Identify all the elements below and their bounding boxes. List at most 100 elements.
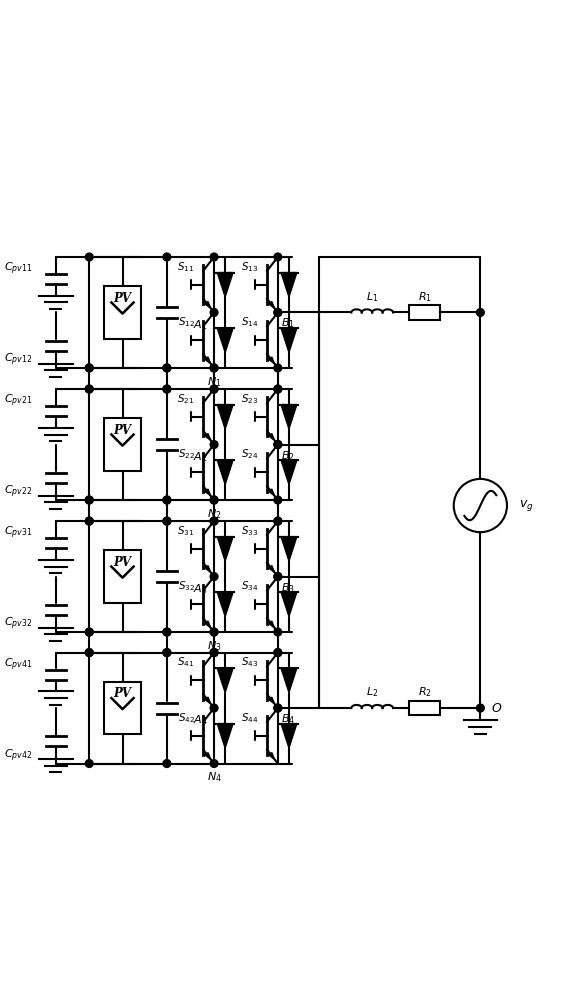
Polygon shape bbox=[217, 273, 233, 297]
Circle shape bbox=[163, 517, 171, 525]
Polygon shape bbox=[205, 621, 210, 628]
Polygon shape bbox=[269, 302, 275, 308]
Text: $C_{pv11}$: $C_{pv11}$ bbox=[4, 261, 33, 277]
Circle shape bbox=[210, 385, 218, 393]
Polygon shape bbox=[281, 460, 297, 484]
Circle shape bbox=[163, 496, 171, 504]
Circle shape bbox=[85, 385, 93, 393]
Circle shape bbox=[163, 385, 171, 393]
Text: $S_{21}$: $S_{21}$ bbox=[177, 392, 195, 406]
Circle shape bbox=[274, 385, 282, 393]
Text: PV: PV bbox=[114, 292, 132, 305]
Circle shape bbox=[274, 517, 282, 525]
Text: $S_{43}$: $S_{43}$ bbox=[241, 656, 258, 669]
Bar bbox=[104, 286, 141, 339]
Circle shape bbox=[274, 385, 282, 393]
Text: $B_2$: $B_2$ bbox=[280, 449, 294, 463]
Text: PV: PV bbox=[114, 556, 132, 569]
Circle shape bbox=[274, 704, 282, 712]
Circle shape bbox=[85, 385, 93, 393]
Polygon shape bbox=[205, 566, 210, 572]
Circle shape bbox=[274, 704, 282, 712]
Text: $L_1$: $L_1$ bbox=[366, 290, 378, 304]
Text: $C_{pv31}$: $C_{pv31}$ bbox=[4, 525, 33, 541]
Text: PV: PV bbox=[114, 687, 132, 700]
Polygon shape bbox=[269, 697, 275, 704]
Circle shape bbox=[85, 364, 93, 372]
Polygon shape bbox=[269, 434, 275, 440]
Text: $C_{pv32}$: $C_{pv32}$ bbox=[4, 616, 33, 632]
Circle shape bbox=[210, 517, 218, 525]
Circle shape bbox=[85, 760, 93, 767]
Circle shape bbox=[274, 309, 282, 316]
Circle shape bbox=[274, 649, 282, 656]
Polygon shape bbox=[217, 460, 233, 484]
Circle shape bbox=[85, 628, 93, 636]
Text: $S_{33}$: $S_{33}$ bbox=[241, 524, 258, 538]
Circle shape bbox=[85, 628, 93, 636]
Circle shape bbox=[85, 517, 93, 525]
Polygon shape bbox=[281, 537, 297, 561]
Text: $v_g$: $v_g$ bbox=[519, 498, 534, 513]
Polygon shape bbox=[217, 405, 233, 429]
Circle shape bbox=[163, 628, 171, 636]
Circle shape bbox=[85, 649, 93, 656]
Polygon shape bbox=[217, 724, 233, 748]
Bar bbox=[409, 305, 440, 320]
Circle shape bbox=[85, 517, 93, 525]
Polygon shape bbox=[205, 434, 210, 440]
Circle shape bbox=[210, 364, 218, 372]
Circle shape bbox=[274, 573, 282, 580]
Circle shape bbox=[274, 517, 282, 525]
Text: $S_{24}$: $S_{24}$ bbox=[241, 448, 258, 461]
Bar bbox=[104, 418, 141, 471]
Circle shape bbox=[163, 385, 171, 393]
Polygon shape bbox=[281, 405, 297, 429]
Circle shape bbox=[85, 364, 93, 372]
Polygon shape bbox=[281, 724, 297, 748]
Circle shape bbox=[210, 441, 218, 448]
Text: $C_{pv22}$: $C_{pv22}$ bbox=[4, 484, 33, 500]
Polygon shape bbox=[205, 697, 210, 704]
Circle shape bbox=[274, 649, 282, 656]
Circle shape bbox=[274, 364, 282, 372]
Text: $S_{42}$: $S_{42}$ bbox=[178, 711, 195, 725]
Polygon shape bbox=[205, 302, 210, 308]
Text: $S_{22}$: $S_{22}$ bbox=[178, 448, 195, 461]
Circle shape bbox=[163, 760, 171, 767]
Text: $A_1$: $A_1$ bbox=[193, 318, 208, 332]
Text: $A_2$: $A_2$ bbox=[193, 450, 208, 464]
Circle shape bbox=[85, 253, 93, 261]
Polygon shape bbox=[269, 566, 275, 572]
Polygon shape bbox=[269, 621, 275, 628]
Circle shape bbox=[163, 649, 171, 656]
Circle shape bbox=[274, 441, 282, 448]
Circle shape bbox=[210, 649, 218, 656]
Text: $L_2$: $L_2$ bbox=[366, 686, 378, 699]
Bar bbox=[104, 682, 141, 734]
Text: $S_{23}$: $S_{23}$ bbox=[241, 392, 258, 406]
Circle shape bbox=[210, 517, 218, 525]
Text: $R_1$: $R_1$ bbox=[418, 290, 432, 304]
Circle shape bbox=[274, 309, 282, 316]
Circle shape bbox=[274, 496, 282, 504]
Circle shape bbox=[163, 649, 171, 656]
Text: $N_1$: $N_1$ bbox=[207, 375, 222, 389]
Polygon shape bbox=[281, 592, 297, 617]
Polygon shape bbox=[217, 668, 233, 693]
Text: PV: PV bbox=[114, 424, 132, 437]
Polygon shape bbox=[205, 489, 210, 496]
Circle shape bbox=[210, 253, 218, 261]
Text: $S_{12}$: $S_{12}$ bbox=[178, 316, 195, 329]
Circle shape bbox=[85, 496, 93, 504]
Polygon shape bbox=[205, 753, 210, 759]
Text: $C_{pv12}$: $C_{pv12}$ bbox=[4, 352, 33, 368]
Text: $S_{31}$: $S_{31}$ bbox=[177, 524, 195, 538]
Bar bbox=[104, 550, 141, 603]
Circle shape bbox=[476, 704, 484, 712]
Circle shape bbox=[210, 385, 218, 393]
Polygon shape bbox=[217, 328, 233, 352]
Polygon shape bbox=[217, 537, 233, 561]
Text: $S_{11}$: $S_{11}$ bbox=[177, 260, 195, 274]
Text: $N_4$: $N_4$ bbox=[206, 771, 222, 784]
